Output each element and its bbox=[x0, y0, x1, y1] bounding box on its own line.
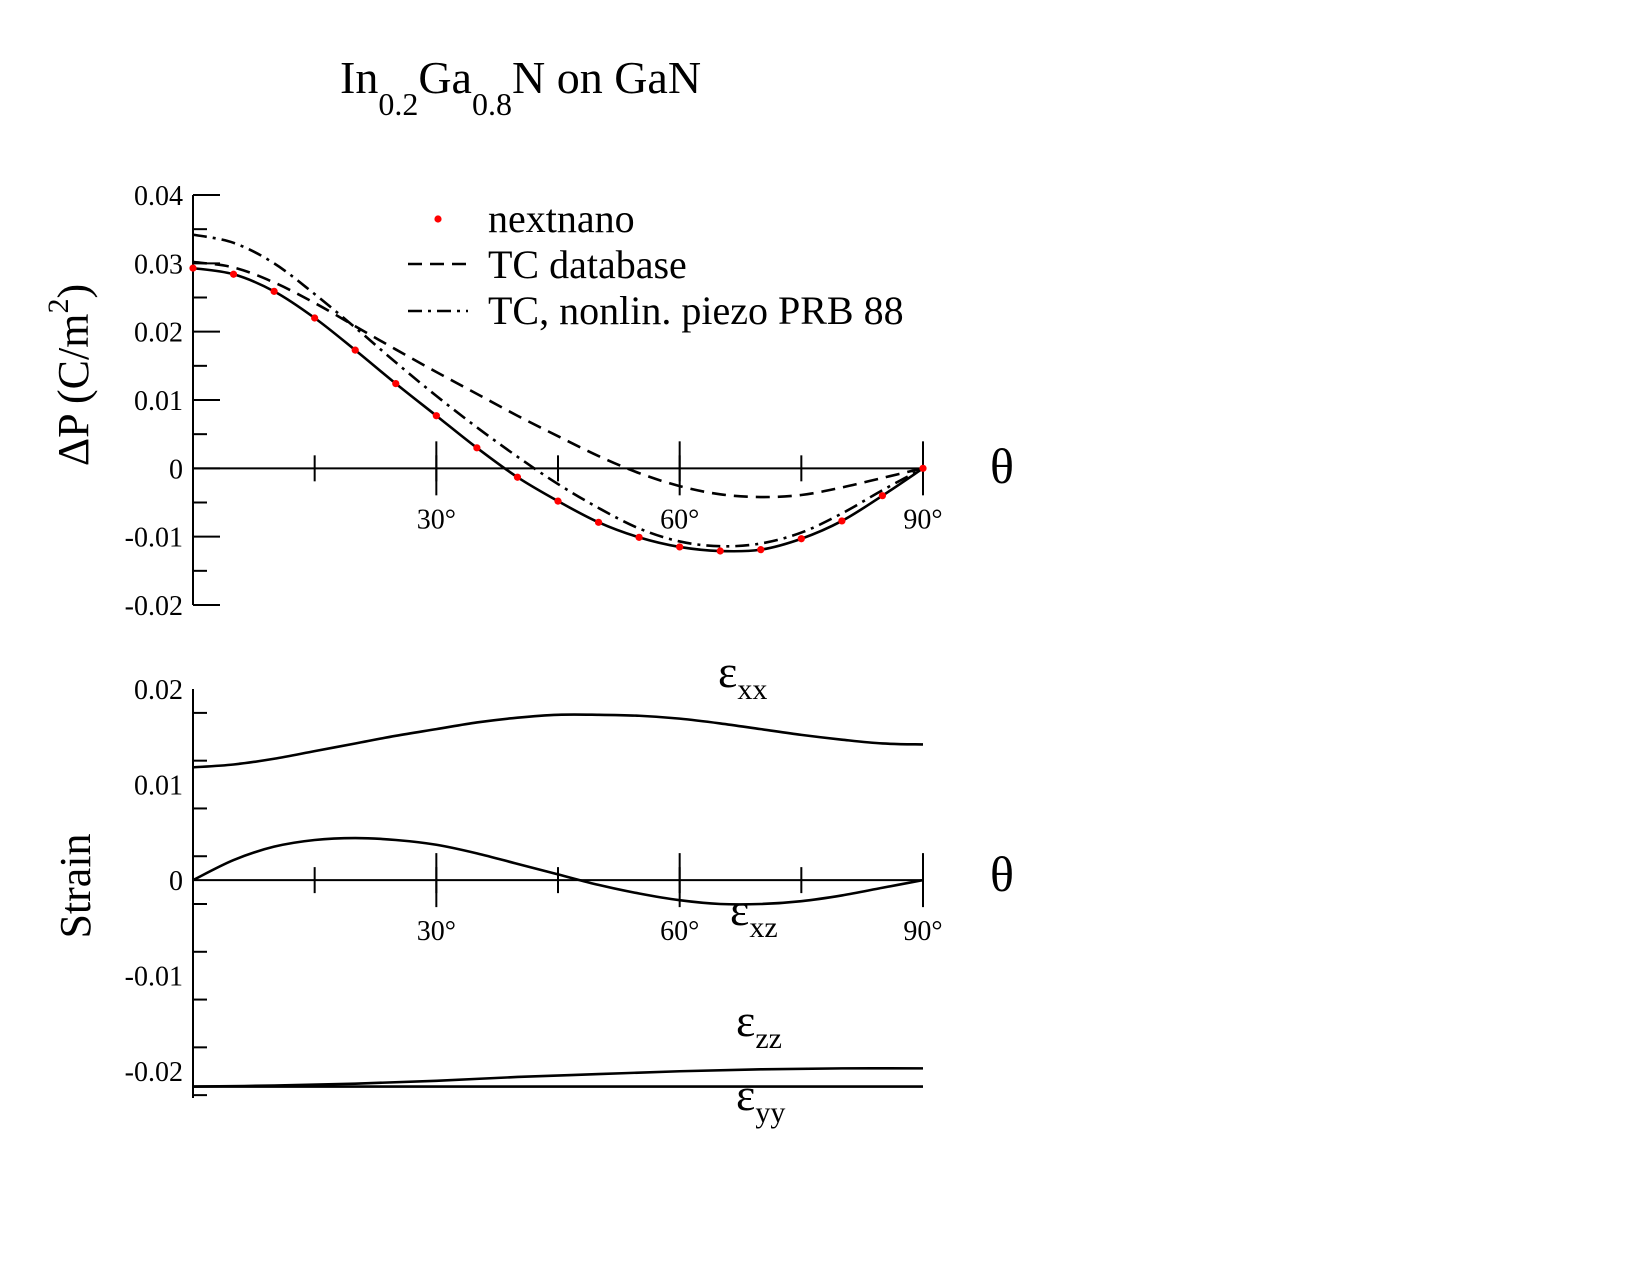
eps-xx-main: ε bbox=[718, 646, 737, 697]
data-point-nextnano bbox=[635, 533, 643, 541]
legend-marker-nextnano bbox=[434, 215, 442, 223]
strain-ylabel: Strain bbox=[51, 833, 100, 938]
strain-axes: -0.02 -0.01 0 0.01 0.02 30° 60° 90° bbox=[125, 675, 943, 1098]
ylabel-close: ) bbox=[49, 284, 98, 299]
data-point-nextnano bbox=[473, 444, 481, 452]
polarization-ytick-label: -0.02 bbox=[125, 591, 183, 622]
eps-yy-main: ε bbox=[736, 1069, 755, 1120]
strain-ytick-label: -0.02 bbox=[125, 1057, 183, 1088]
polarization-ylabel: ΔP (C/m2) bbox=[42, 284, 98, 466]
polarization-axes: -0.02 -0.01 0 0.01 0.02 0.03 0.04 30° 60° 90° bbox=[125, 181, 943, 622]
data-point-nextnano bbox=[432, 412, 440, 420]
data-point-nextnano bbox=[757, 546, 765, 554]
polarization-xtick-label: 60° bbox=[660, 504, 699, 535]
data-point-nextnano bbox=[351, 346, 359, 354]
polarization-panel: -0.02 -0.01 0 0.01 0.02 0.03 0.04 30° 60° 90° ΔP … bbox=[42, 181, 1014, 622]
data-point-nextnano bbox=[513, 473, 522, 481]
polarization-ytick-label: 0.01 bbox=[134, 386, 183, 417]
data-point-nextnano bbox=[716, 547, 724, 555]
eps-zz-sub: zz bbox=[755, 1022, 782, 1055]
title-in: In bbox=[340, 52, 378, 103]
strain-xtick-label: 90° bbox=[903, 916, 942, 947]
eps-xz-sub: xz bbox=[749, 911, 777, 944]
title-rest: N on GaN bbox=[512, 52, 701, 103]
data-point-nextnano bbox=[392, 380, 400, 388]
strain-ytick-label: 0 bbox=[169, 866, 183, 897]
title-sub-2: 0.8 bbox=[472, 86, 512, 122]
polarization-ytick-label: 0 bbox=[169, 454, 183, 485]
data-point-nextnano bbox=[311, 314, 319, 322]
data-point-nextnano bbox=[189, 264, 197, 272]
data-point-nextnano bbox=[229, 270, 238, 278]
chart-title: In0.2Ga0.8N on GaN bbox=[340, 52, 701, 122]
polarization-theta-label: θ bbox=[990, 438, 1014, 494]
title-ga: Ga bbox=[418, 52, 472, 103]
polarization-line-tc-database bbox=[192, 260, 924, 499]
ylabel-main: ΔP (C/m bbox=[49, 314, 98, 467]
legend-label-tc-nonlin: TC, nonlin. piezo PRB 88 bbox=[488, 288, 904, 333]
strain-series bbox=[192, 713, 924, 1088]
data-point-nextnano bbox=[270, 287, 278, 295]
strain-xtick-label: 30° bbox=[417, 916, 456, 947]
strain-ytick-label: 0.02 bbox=[134, 675, 183, 706]
eps-xx-sub: xx bbox=[737, 673, 767, 706]
data-point-nextnano bbox=[797, 535, 805, 543]
data-point-nextnano bbox=[676, 543, 684, 551]
polarization-ytick-label: 0.04 bbox=[134, 181, 183, 212]
polarization-xtick-label: 90° bbox=[903, 504, 942, 535]
title-sub-1: 0.2 bbox=[378, 86, 418, 122]
legend-label-tc-database: TC database bbox=[488, 242, 687, 287]
strain-theta-label: θ bbox=[990, 846, 1014, 902]
polarization-ytick-label: 0.03 bbox=[134, 249, 183, 280]
strain-line-xx bbox=[192, 713, 924, 769]
legend: nextnano TC database TC, nonlin. piezo P… bbox=[408, 196, 904, 333]
eps-yy-sub: yy bbox=[755, 1096, 785, 1129]
polarization-ytick-label: 0.02 bbox=[134, 318, 183, 349]
polarization-xtick-label: 30° bbox=[417, 504, 456, 535]
eps-xz-main: ε bbox=[730, 884, 749, 935]
ylabel-sup: 2 bbox=[42, 299, 75, 314]
data-point-nextnano bbox=[919, 464, 927, 472]
strain-line-zz bbox=[192, 1067, 924, 1088]
label-eps-yy: εyy bbox=[736, 1069, 785, 1129]
strain-xtick-label: 60° bbox=[660, 916, 699, 947]
polarization-ytick-label: -0.01 bbox=[125, 523, 183, 554]
label-eps-xz: εxz bbox=[730, 884, 778, 944]
strain-ytick-label: -0.01 bbox=[125, 962, 183, 993]
label-eps-xx: εxx bbox=[718, 646, 767, 706]
legend-label-nextnano: nextnano bbox=[488, 196, 635, 241]
eps-zz-main: ε bbox=[736, 995, 755, 1046]
label-eps-zz: εzz bbox=[736, 995, 782, 1055]
data-point-nextnano bbox=[594, 518, 603, 526]
data-point-nextnano bbox=[554, 497, 562, 505]
strain-line-xz bbox=[192, 836, 924, 906]
data-point-nextnano bbox=[838, 517, 846, 525]
strain-ytick-label: 0.01 bbox=[134, 771, 183, 802]
polarization-line-tc-nonlin-piezo-prb-88 bbox=[192, 233, 924, 548]
polarization-series bbox=[189, 233, 927, 555]
data-point-nextnano bbox=[878, 492, 887, 500]
